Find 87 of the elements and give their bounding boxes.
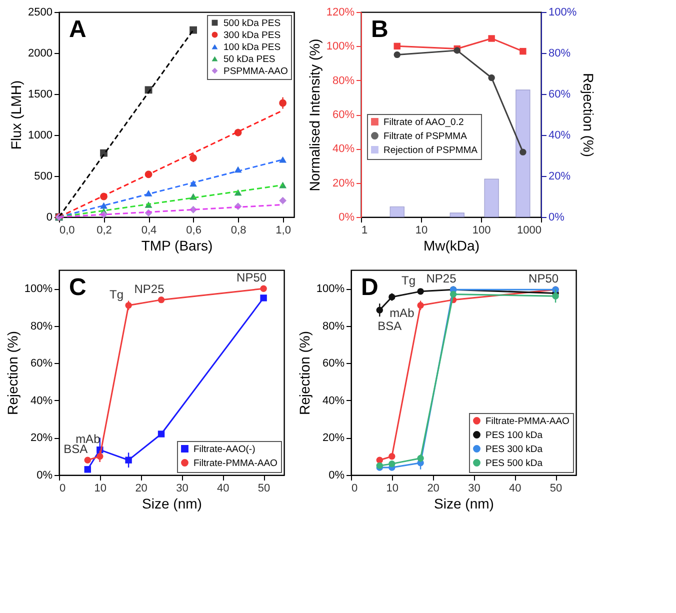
y-tick-label: 2500 xyxy=(28,6,52,18)
x-axis-title: Size (nm) xyxy=(434,496,494,512)
y2-tick-label: 80% xyxy=(548,48,571,60)
x-tick-label: 50 xyxy=(258,482,270,494)
annotation: Tg xyxy=(110,287,124,302)
x-tick-label: 30 xyxy=(176,482,188,494)
x-axis-title: Size (nm) xyxy=(142,496,202,512)
x-tick-label: 0,4 xyxy=(141,224,157,236)
y-axis-title: Rejection (%) xyxy=(296,330,312,416)
y-tick-label: 100% xyxy=(316,283,345,296)
y-tick-label: 100% xyxy=(24,283,53,296)
legend-label: 100 kDa PES xyxy=(224,42,281,53)
y-axis-title: Flux (LMH) xyxy=(8,80,24,150)
y-tick-label: 120% xyxy=(326,6,355,18)
y-tick-label: 80% xyxy=(30,320,53,332)
annotation: BSA xyxy=(378,319,402,334)
legend-label: Filtrate-PMMA-AAO xyxy=(194,458,278,469)
chart-title: B xyxy=(371,16,388,43)
x-tick-label: 30 xyxy=(468,482,480,494)
legend-label: Rejection of PSPMMA xyxy=(384,144,478,156)
y-tick-label: 1500 xyxy=(28,88,52,100)
y-tick-label: 80% xyxy=(322,320,345,332)
y2-tick-label: 0% xyxy=(548,212,565,224)
x-tick-label: 1000 xyxy=(517,224,542,236)
x-tick-label: 0,6 xyxy=(186,224,202,236)
chart-title: C xyxy=(69,274,86,301)
annotation: NP25 xyxy=(426,272,457,286)
y-tick-label: 60% xyxy=(322,358,345,370)
x-tick-label: 10 xyxy=(386,482,399,494)
x-tick-label: 20 xyxy=(135,482,148,494)
legend-label: Filtrate of PSPMMA xyxy=(384,130,468,142)
x-tick-label: 0 xyxy=(60,482,66,494)
annotation: mAb xyxy=(390,306,415,320)
annotation: Tg xyxy=(402,273,416,288)
x-tick-label: 1 xyxy=(362,224,368,236)
legend-label: Filtrate-AAO(-) xyxy=(194,444,256,455)
y2-tick-label: 40% xyxy=(548,130,571,142)
y-tick-label: 60% xyxy=(30,358,53,370)
y-tick-label: 1000 xyxy=(28,130,52,142)
legend-label: 300 kDa PES xyxy=(224,30,281,41)
y-tick-label: 20% xyxy=(332,177,355,190)
x-tick-label: 1,0 xyxy=(276,224,291,236)
x-tick-label: 100 xyxy=(472,224,491,236)
legend-label: PSPMMA-AAO xyxy=(224,66,288,77)
x-axis-title: Mw(kDa) xyxy=(424,238,480,254)
legend-label: PES 500 kDa xyxy=(486,458,544,469)
y-tick-label: 20% xyxy=(30,432,53,444)
x-axis-title: TMP (Bars) xyxy=(141,238,213,254)
x-tick-label: 10 xyxy=(94,482,107,494)
legend-label: Filtrate of AAO_0.2 xyxy=(384,116,464,128)
legend-label: Filtrate-PMMA-AAO xyxy=(486,416,570,427)
y-axis-title: Normalised Intensity (%) xyxy=(306,38,322,192)
y-tick-label: 20% xyxy=(322,432,345,444)
y-tick-label: 0 xyxy=(46,212,52,224)
legend-label: 50 kDa PES xyxy=(224,54,276,65)
y2-tick-label: 60% xyxy=(548,88,571,100)
chart-title: A xyxy=(69,16,86,43)
x-tick-label: 50 xyxy=(550,482,562,494)
legend-label: PES 300 kDa xyxy=(486,444,544,455)
y2-tick-label: 100% xyxy=(548,6,577,18)
x-tick-label: 40 xyxy=(217,482,230,494)
annotation: NP50 xyxy=(236,270,267,285)
x-tick-label: 0,8 xyxy=(230,224,246,236)
chart-title: D xyxy=(361,274,378,301)
x-tick-label: 0,2 xyxy=(96,224,112,236)
annotation: NP25 xyxy=(134,282,165,296)
y-axis-title: Rejection (%) xyxy=(4,330,20,416)
legend-label: PES 100 kDa xyxy=(486,430,544,441)
y-tick-label: 0% xyxy=(36,470,53,482)
y-tick-label: 2000 xyxy=(28,48,52,60)
y-tick-label: 100% xyxy=(326,40,355,53)
y-tick-label: 0% xyxy=(338,212,355,224)
legend-label: 500 kDa PES xyxy=(224,18,281,29)
y-tick-label: 80% xyxy=(332,74,355,87)
y-tick-label: 0% xyxy=(328,470,345,482)
x-tick-label: 10 xyxy=(415,224,428,236)
y-tick-label: 40% xyxy=(30,394,53,407)
y2-axis-title: Rejection (%) xyxy=(580,72,597,158)
y2-tick-label: 20% xyxy=(548,170,571,182)
y-tick-label: 40% xyxy=(322,394,345,407)
x-tick-label: 40 xyxy=(509,482,522,494)
y-tick-label: 40% xyxy=(332,143,355,156)
x-tick-label: 0,0 xyxy=(60,224,75,236)
annotation: NP50 xyxy=(528,272,559,286)
x-tick-label: 20 xyxy=(427,482,440,494)
y-tick-label: 500 xyxy=(34,170,52,182)
y-tick-label: 60% xyxy=(332,109,355,121)
